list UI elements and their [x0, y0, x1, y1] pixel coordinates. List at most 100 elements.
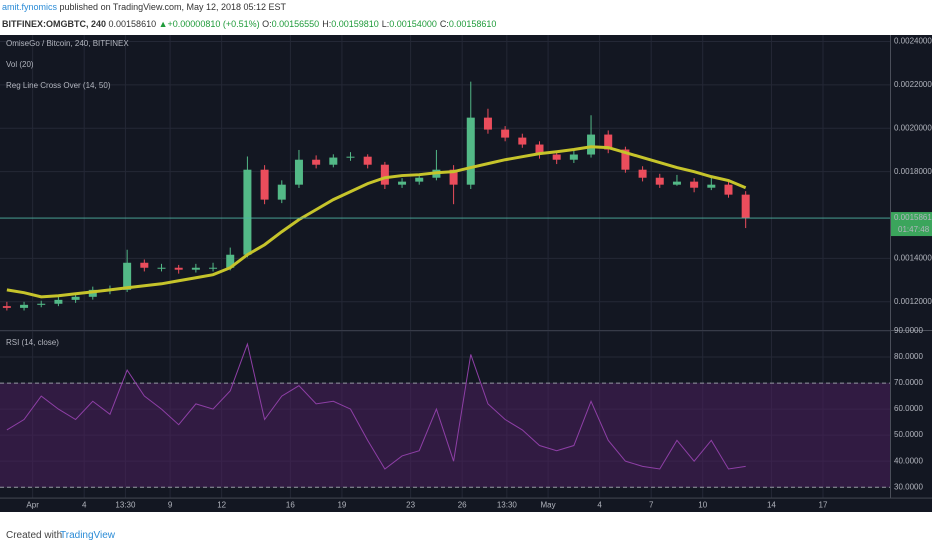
- ohlc-value: 0.00154000: [389, 19, 437, 29]
- legend-entry: OmiseGo / Bitcoin, 240, BITFINEX: [6, 39, 129, 48]
- x-tick-label: 4: [597, 501, 602, 510]
- candle-body: [466, 117, 475, 185]
- candle-body: [312, 159, 321, 165]
- x-tick-label: 7: [649, 501, 654, 510]
- candle-body: [552, 154, 561, 160]
- x-tick-label: 4: [82, 501, 87, 510]
- author[interactable]: amit.fynomics: [2, 2, 58, 12]
- candle-body: [535, 144, 544, 155]
- candle-body: [346, 156, 355, 158]
- x-axis-strip: [0, 498, 932, 512]
- header: amit.fynomics published on TradingView.c…: [0, 0, 932, 35]
- candle-body: [54, 299, 63, 304]
- candle-body: [226, 254, 235, 268]
- ohlc: O:0.00156550 H:0.00159810 L:0.00154000 C:0.…: [262, 19, 499, 29]
- candle-body: [329, 157, 338, 165]
- candle-body: [398, 181, 407, 185]
- x-tick-label: 17: [819, 501, 828, 510]
- candle-body: [724, 184, 733, 195]
- candle-body: [483, 117, 492, 130]
- legend-entry: Vol (20): [6, 60, 34, 69]
- x-tick-label: 13:30: [497, 501, 518, 510]
- x-tick-label: 19: [337, 501, 346, 510]
- ohlc-label: O:: [262, 19, 272, 29]
- candle-body: [88, 289, 97, 297]
- y-tick-label: 50.0000: [894, 430, 923, 439]
- x-tick-label: 14: [767, 501, 776, 510]
- publish-line: amit.fynomics published on TradingView.c…: [2, 2, 286, 12]
- arrow: ▲: [158, 19, 168, 29]
- x-tick-label: 16: [286, 501, 295, 510]
- y-tick-label: 40.0000: [894, 456, 923, 465]
- change: +0.00000810 (+0.51%): [167, 19, 260, 29]
- candle-body: [621, 149, 630, 170]
- candle-body: [277, 184, 286, 200]
- candle-body: [707, 184, 716, 188]
- candle-body: [449, 169, 458, 185]
- candle-body: [174, 267, 183, 270]
- candle-body: [690, 181, 699, 188]
- x-tick-label: 12: [217, 501, 226, 510]
- candle-body: [37, 303, 46, 305]
- candle-body: [380, 164, 389, 185]
- y-tick-label: 90.0000: [894, 326, 923, 335]
- ohlc-value: 0.00156550: [271, 19, 320, 29]
- x-tick-label: May: [541, 501, 556, 510]
- y-tick-label: 60.0000: [894, 404, 923, 413]
- candle-body: [415, 177, 424, 182]
- candle-body: [20, 304, 29, 308]
- candle-body: [741, 194, 750, 219]
- candle-body: [260, 169, 269, 200]
- footer: Created with TradingView: [0, 512, 932, 550]
- symbol-line: BITFINEX:OMGBTC, 240 0.00158610 ▲+0.0000…: [2, 19, 499, 29]
- symbol: BITFINEX:OMGBTC, 240: [2, 19, 107, 29]
- y-tick-label: 80.0000: [894, 352, 923, 361]
- candle-body: [672, 181, 681, 185]
- ohlc-label: H:: [322, 19, 332, 29]
- candle-body: [655, 177, 664, 185]
- rsi-line: [6, 342, 746, 470]
- countdown: 01:47:48: [898, 225, 930, 234]
- candle-body: [604, 134, 613, 150]
- candle-body: [569, 154, 578, 160]
- price: 0.00158610: [108, 19, 157, 29]
- y-tick-label: 30.0000: [894, 482, 923, 491]
- ohlc-label: C:: [439, 19, 449, 29]
- ohlc-value: 0.00159810: [331, 19, 379, 29]
- candle-body: [587, 134, 596, 155]
- candle-body: [157, 267, 166, 269]
- x-tick-label: 13:30: [115, 501, 136, 510]
- candle-body: [363, 156, 372, 165]
- legend-entry: RSI (14, close): [6, 338, 59, 347]
- footer-brand[interactable]: TradingView: [60, 530, 116, 541]
- candle-body: [2, 306, 11, 308]
- footer-text: Created with: [6, 530, 63, 541]
- y-tick-label: 70.0000: [894, 378, 923, 387]
- candle-body: [638, 169, 647, 178]
- candle-body: [243, 169, 252, 255]
- ohlc-label: L:: [381, 19, 390, 29]
- overlay-line: [6, 145, 747, 299]
- candle-body: [123, 262, 132, 290]
- candle-body: [191, 267, 200, 270]
- published: published on TradingView.com, May 12, 20…: [59, 2, 287, 12]
- candle-body: [209, 267, 218, 269]
- x-tick-label: 10: [698, 501, 707, 510]
- candle-body: [518, 137, 527, 145]
- x-tick-label: Apr: [26, 501, 39, 510]
- candle-body: [294, 159, 303, 185]
- x-tick-label: 9: [168, 501, 173, 510]
- y-tick-label: 0.00120000: [894, 297, 932, 306]
- candle-body: [501, 129, 510, 138]
- legend-entry: Reg Line Cross Over (14, 50): [6, 81, 111, 90]
- candle-body: [71, 296, 80, 300]
- x-tick-label: 23: [406, 501, 415, 510]
- last-price-box: [890, 212, 932, 237]
- candle-body: [140, 262, 149, 268]
